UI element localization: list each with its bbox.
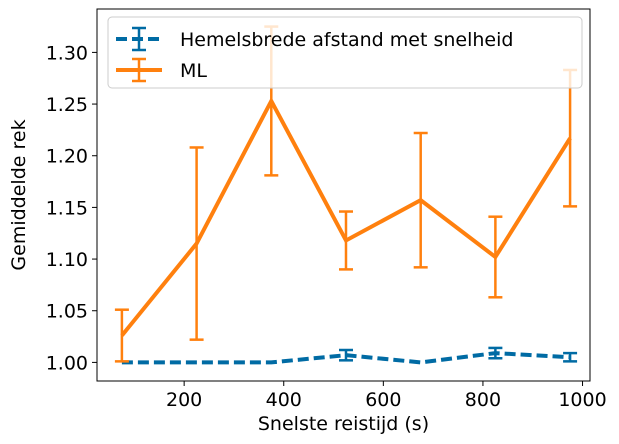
- y-tick-label-1.00: 1.00: [46, 352, 88, 374]
- legend: Hemelsbrede afstand met snelheid ML: [107, 16, 583, 89]
- x-axis: 200 400 600 800 1000: [166, 381, 607, 411]
- legend-entry-ml: ML: [116, 57, 207, 83]
- legend-label-ml: ML: [180, 60, 207, 82]
- errorbar-ml-825: [488, 215, 503, 299]
- legend-label-hemelsbrede: Hemelsbrede afstand met snelheid: [180, 29, 513, 51]
- errorbar-ml-225: [189, 146, 204, 341]
- x-tick-label-200: 200: [166, 389, 202, 411]
- errorbar-ml-675: [413, 131, 428, 269]
- y-tick-label-1.25: 1.25: [46, 94, 88, 116]
- x-tick-label-600: 600: [365, 389, 401, 411]
- y-axis: 1.00 1.05 1.10 1.15 1.20 1.25 1.30: [46, 42, 97, 374]
- y-axis-title: Gemiddelde rek: [8, 119, 30, 270]
- x-tick-label-800: 800: [465, 389, 501, 411]
- y-tick-label-1.20: 1.20: [46, 146, 88, 168]
- y-tick-label-1.05: 1.05: [46, 301, 88, 323]
- legend-box: [107, 16, 583, 89]
- x-axis-title: Snelste reistijd (s): [258, 413, 429, 435]
- y-tick-label-1.30: 1.30: [46, 42, 88, 64]
- y-tick-label-1.10: 1.10: [46, 249, 88, 271]
- errorbar-hemelsbrede-825: [488, 346, 503, 360]
- series-hemelsbrede: [121, 346, 578, 365]
- errorbar-ml-525: [338, 210, 353, 271]
- x-tick-label-400: 400: [266, 389, 302, 411]
- y-tick-label-1.15: 1.15: [46, 197, 88, 219]
- errorbar-hemelsbrede-525: [338, 348, 353, 362]
- legend-marker-ml: [116, 57, 162, 83]
- errorbar-hemelsbrede-975: [563, 351, 578, 363]
- x-tick-label-1000: 1000: [558, 389, 606, 411]
- legend-marker-hemelsbrede: [116, 26, 162, 52]
- errorbar-ml-75: [114, 308, 129, 363]
- plot-frame: [96, 8, 591, 382]
- legend-entry-hemelsbrede: Hemelsbrede afstand met snelheid: [116, 26, 513, 52]
